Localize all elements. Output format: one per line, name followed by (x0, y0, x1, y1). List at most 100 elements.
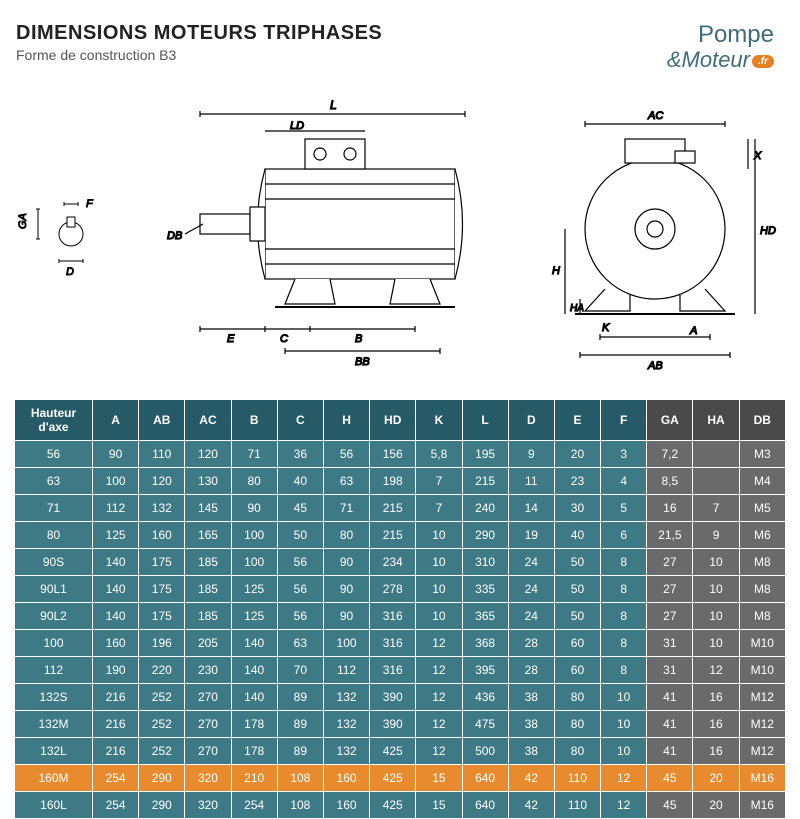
cell: 140 (231, 656, 277, 683)
title-block: DIMENSIONS MOTEURS TRIPHASES Forme de co… (16, 22, 382, 63)
cell: 56 (277, 575, 323, 602)
cell: 80 (323, 521, 369, 548)
cell: 90 (323, 575, 369, 602)
cell: 132 (323, 683, 369, 710)
cell: 6 (601, 521, 647, 548)
table-row: 90L2140175185125569031610365245082710M8 (15, 602, 786, 629)
cell: 365 (462, 602, 508, 629)
cell: 216 (93, 710, 139, 737)
cell-grey: M10 (739, 656, 785, 683)
label-x: X (753, 150, 762, 162)
motor-front-diagram: AC X HD H HA K A AB (530, 99, 780, 379)
col-header: AC (185, 399, 231, 440)
col-header: HD (370, 399, 416, 440)
cell: 24 (508, 548, 554, 575)
cell: 60 (554, 629, 600, 656)
table-row: 90S140175185100569023410310245082710M8 (15, 548, 786, 575)
cell: 45 (277, 494, 323, 521)
cell-grey: 31 (647, 629, 693, 656)
col-header: F (601, 399, 647, 440)
cell: 28 (508, 629, 554, 656)
cell-grey (693, 467, 739, 494)
table-row: 160L254290320254108160425156404211012452… (15, 791, 786, 818)
cell-grey: 10 (693, 629, 739, 656)
cell: 160M (15, 764, 93, 791)
cell: 90 (323, 602, 369, 629)
cell: 38 (508, 710, 554, 737)
cell-grey: 27 (647, 575, 693, 602)
cell: 185 (185, 575, 231, 602)
cell: 24 (508, 602, 554, 629)
cell: 36 (277, 440, 323, 467)
cell: 290 (139, 764, 185, 791)
cell: 175 (139, 602, 185, 629)
cell: 254 (93, 764, 139, 791)
cell-grey: 9 (693, 521, 739, 548)
cell: 215 (370, 494, 416, 521)
cell: 24 (508, 575, 554, 602)
cell: 7 (416, 494, 462, 521)
cell: 132 (323, 737, 369, 764)
cell-grey (693, 440, 739, 467)
cell: 160 (93, 629, 139, 656)
cell: 395 (462, 656, 508, 683)
cell: 390 (370, 710, 416, 737)
cell: 71 (15, 494, 93, 521)
cell: 80 (15, 521, 93, 548)
cell: 10 (416, 575, 462, 602)
cell: 80 (231, 467, 277, 494)
cell: 89 (277, 737, 323, 764)
cell: 42 (508, 791, 554, 818)
col-header-grey: GA (647, 399, 693, 440)
label-db: DB (167, 230, 182, 242)
label-ac: AC (647, 110, 663, 122)
cell: 125 (93, 521, 139, 548)
cell: 290 (139, 791, 185, 818)
cell: 252 (139, 710, 185, 737)
cell: 132 (323, 710, 369, 737)
cell-grey: 45 (647, 791, 693, 818)
cell: 140 (231, 683, 277, 710)
cell: 8 (601, 656, 647, 683)
col-header: Hauteur d'axe (15, 399, 93, 440)
cell: 71 (323, 494, 369, 521)
cell: 132L (15, 737, 93, 764)
cell-grey: 16 (693, 683, 739, 710)
cell-grey: 10 (693, 602, 739, 629)
cell: 89 (277, 683, 323, 710)
cell: 270 (185, 710, 231, 737)
label-ab: AB (647, 360, 663, 372)
col-header: L (462, 399, 508, 440)
cell: 100 (93, 467, 139, 494)
table-row: 71112132145904571215724014305167M5 (15, 494, 786, 521)
cell: 112 (93, 494, 139, 521)
cell: 145 (185, 494, 231, 521)
cell-grey: M3 (739, 440, 785, 467)
cell: 42 (508, 764, 554, 791)
label-bb: BB (355, 356, 370, 368)
cell: 132M (15, 710, 93, 737)
label-k: K (602, 322, 610, 334)
cell: 19 (508, 521, 554, 548)
cell: 320 (185, 764, 231, 791)
cell: 335 (462, 575, 508, 602)
cell: 12 (416, 737, 462, 764)
cell: 10 (601, 737, 647, 764)
cell: 90 (323, 548, 369, 575)
cell: 90 (231, 494, 277, 521)
cell: 40 (554, 521, 600, 548)
cell: 210 (231, 764, 277, 791)
cell-grey: M10 (739, 629, 785, 656)
label-d: D (66, 266, 74, 278)
cell-grey: 10 (693, 575, 739, 602)
cell: 290 (462, 521, 508, 548)
cell-grey: 20 (693, 791, 739, 818)
cell: 12 (416, 629, 462, 656)
cell: 100 (231, 521, 277, 548)
cell: 436 (462, 683, 508, 710)
cell: 390 (370, 683, 416, 710)
dimensions-table: Hauteur d'axeAABACBCHHDKLDEFGAHADB 56901… (14, 399, 786, 819)
cell: 178 (231, 710, 277, 737)
cell: 108 (277, 764, 323, 791)
cell-grey: M8 (739, 575, 785, 602)
